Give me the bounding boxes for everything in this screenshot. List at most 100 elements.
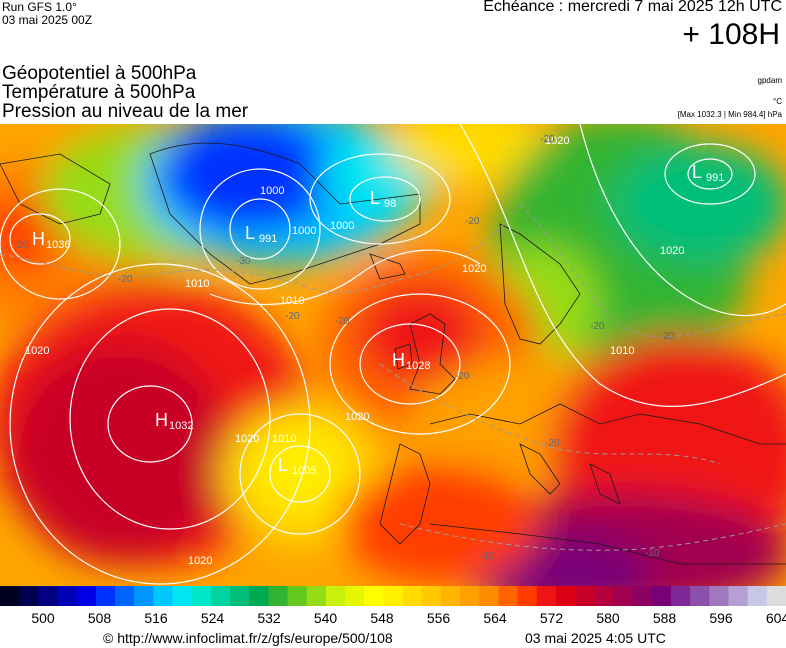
colorbar-swatch xyxy=(690,586,710,606)
svg-text:L: L xyxy=(278,455,288,475)
colorbar-swatch xyxy=(460,586,480,606)
colorbar-tick-label: 500 xyxy=(31,610,55,626)
unit-celsius: °C xyxy=(773,97,782,106)
colorbar-swatch xyxy=(172,586,193,606)
colorbar-swatch xyxy=(325,586,346,606)
colorbar-tick-label: 524 xyxy=(200,610,225,626)
isotherm-label: -20 xyxy=(285,311,300,322)
isotherm-label: -20 xyxy=(335,316,350,327)
colorbar-swatch xyxy=(747,586,768,606)
svg-text:98: 98 xyxy=(384,198,396,210)
isotherms xyxy=(0,203,786,551)
colorbar-swatch xyxy=(38,586,59,606)
colorbar-swatch xyxy=(115,586,135,606)
low-center: L 98 xyxy=(370,188,396,210)
svg-text:H: H xyxy=(155,410,168,430)
colorbar-tick-label: 508 xyxy=(87,610,112,626)
isotherm-label: -10 xyxy=(645,548,660,559)
colorbar-swatch xyxy=(594,586,615,606)
isotherm-label: -10 xyxy=(480,551,495,562)
colorbar-swatch xyxy=(440,586,461,606)
field-title-pressure: Pression au niveau de la mer xyxy=(2,101,249,122)
colorbar-swatch xyxy=(421,586,442,606)
colorbar-swatch xyxy=(709,586,730,606)
colorbar-swatch xyxy=(383,586,404,606)
colorbar-tick-label: 564 xyxy=(483,610,507,626)
colorbar-swatch xyxy=(766,586,786,606)
isotherm-label: -20 xyxy=(455,371,470,382)
colorbar-swatch xyxy=(555,586,576,606)
isotherm-label: -20 xyxy=(118,274,133,285)
colorbar-swatch xyxy=(57,586,78,606)
colorbar-tick-label: 604 xyxy=(765,610,786,626)
svg-text:H: H xyxy=(392,350,405,370)
high-center: H 1032 xyxy=(155,410,193,432)
svg-text:L: L xyxy=(245,223,255,243)
coastlines xyxy=(0,142,786,565)
isobar-label: 1000 xyxy=(260,185,284,197)
colorbar-swatch xyxy=(230,586,250,606)
svg-text:991: 991 xyxy=(706,172,724,184)
isobar-labels: 1000 1000 1000 1010 1010 1010 1010 1020 … xyxy=(25,135,684,567)
isobar-label: 1000 xyxy=(330,220,354,232)
colorbar-tick-label: 516 xyxy=(144,610,168,626)
isobar-label: 1020 xyxy=(235,433,259,445)
colorbar-swatch xyxy=(249,586,269,606)
isotherm-label: -20 xyxy=(465,216,480,227)
isobars xyxy=(0,124,786,585)
colorbar-swatch xyxy=(402,586,423,606)
svg-text:1036: 1036 xyxy=(46,239,70,251)
colorbar-swatch xyxy=(575,586,595,606)
lead-time: + 108H xyxy=(682,18,780,51)
svg-text:H: H xyxy=(32,229,45,249)
isotherm-label: -30 xyxy=(236,256,251,267)
colorbar-swatch xyxy=(287,586,308,606)
colorbar xyxy=(0,586,786,606)
run-label: Run GFS 1.0° xyxy=(2,0,77,14)
colorbar-swatch xyxy=(134,586,154,606)
isobar-label: 1020 xyxy=(660,245,684,257)
svg-text:1005: 1005 xyxy=(292,465,316,477)
colorbar-swatch xyxy=(191,586,212,606)
isobar-label: 1010 xyxy=(610,345,634,357)
isobar-label: 1010 xyxy=(185,278,209,290)
colorbar-tick-label: 580 xyxy=(596,610,620,626)
colorbar-swatch xyxy=(210,586,231,606)
low-center: L 991 xyxy=(692,162,724,184)
unit-gpdam: gpdam xyxy=(757,76,782,85)
colorbar-tick-label: 596 xyxy=(709,610,733,626)
svg-text:L: L xyxy=(370,188,380,208)
isobar-label: 1020 xyxy=(25,345,49,357)
pressure-centers: H 1036 L 991 L 98 L 991 H 1028 H 1032 xyxy=(32,162,724,477)
colorbar-swatch xyxy=(728,586,749,606)
colorbar-tick-label: 548 xyxy=(370,610,394,626)
isotherm-label: -20 xyxy=(545,438,560,449)
isotherm-label: -20 xyxy=(660,331,675,342)
isobar-label: 1000 xyxy=(292,225,316,237)
isobar-label: 1010 xyxy=(272,433,296,445)
copyright-url: © http://www.infoclimat.fr/z/gfs/europe/… xyxy=(103,630,393,646)
colorbar-ticks: 500 508 516 524 532 540 548 556 564 572 580 588 596 6… xyxy=(0,610,786,626)
colorbar-swatch xyxy=(364,586,385,606)
colorbar-swatch xyxy=(651,586,672,606)
colorbar-swatch xyxy=(0,586,20,606)
isobar-label: 1020 xyxy=(545,135,569,147)
isotherm-label: -20 xyxy=(540,134,555,145)
generation-date: 03 mai 2025 4:05 UTC xyxy=(525,630,666,646)
forecast-valid-time: Echéance : mercredi 7 mai 2025 12h UTC xyxy=(483,0,782,15)
colorbar-tick-label: 556 xyxy=(426,610,451,626)
field-title-temperature: Température à 500hPa xyxy=(2,82,196,103)
colorbar-tick-label: 572 xyxy=(539,610,564,626)
colorbar-swatch xyxy=(153,586,174,606)
isotherm-label: -20 xyxy=(14,240,29,251)
isobar-label: 1020 xyxy=(188,555,212,567)
colorbar-swatch xyxy=(670,586,691,606)
weather-map: 1000 1000 1000 1010 1010 1010 1010 1020 … xyxy=(0,124,786,586)
low-center: L 991 xyxy=(245,223,277,245)
field-title-geopotential: Géopotentiel à 500hPa xyxy=(2,63,197,84)
high-center: H 1028 xyxy=(392,350,430,372)
colorbar-swatch xyxy=(632,586,653,606)
pressure-extremes: [Max 1032.3 | Min 984.4] hPa xyxy=(677,110,782,119)
isotherm-labels: -20 -20 -20 -20 -20 -20 -20 -20 -20 -20 … xyxy=(14,134,675,562)
low-center: L 1005 xyxy=(278,455,316,477)
